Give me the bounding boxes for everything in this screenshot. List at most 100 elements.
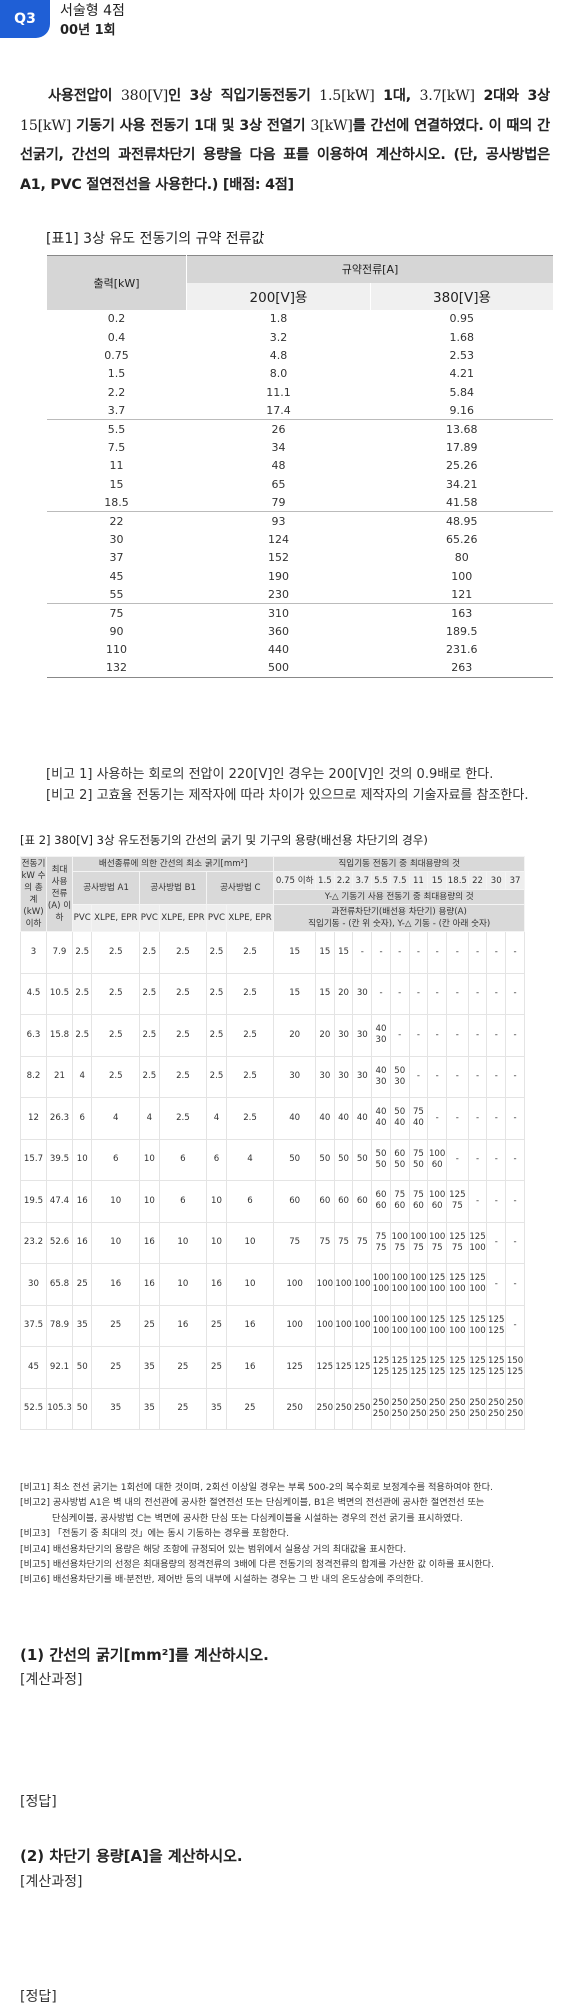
problem-text: 인 3상 직입기동전동기 [168,88,320,104]
breaker-star-value: 75 [451,1201,463,1212]
table2-row: 3 7.9 2.5 2.5 2.5 2.5 2.5 2.5 15 15 15- - - - - - - - - [20,931,525,974]
table2-breaker-cell: 20 [314,1014,335,1057]
table2-breaker-cell: 50 [352,1138,373,1181]
table1-row: 7.5 34 17.89 [47,438,554,456]
problem-value: 1.5[kW] [319,88,375,104]
breaker-direct-value: 250 [391,1397,408,1408]
breaker-direct-value: 30 [289,1071,301,1082]
table2-cell: 4 [206,1097,227,1140]
breaker-direct-value: 100 [428,1231,446,1242]
table2-kw-top: 3.7 [352,871,373,890]
table2-cell: 2.5 [91,931,141,974]
table2-breaker-cell: - [467,1138,488,1181]
breaker-direct-value: 250 [335,1403,352,1414]
table2-breaker-cell: - [467,1097,488,1140]
breaker-direct-value: 100 [335,1320,352,1331]
breaker-direct-value: 60 [375,1190,387,1201]
table2-cell: 16 [206,1263,227,1306]
table2-row: 30 65.8 25 16 16 10 16 10 100 100 100 100 100 100 100 1… [20,1263,525,1306]
table2-cell: 2.5 [158,972,208,1015]
table2-cell: 4 [225,1138,275,1181]
table1-cell: 79 [186,493,371,513]
table2-cell: 2.5 [91,972,141,1015]
table2-breaker-cell: - [486,1263,507,1306]
breaker-direct-value: 250 [488,1397,505,1408]
table2-breaker-cell: 75 [314,1221,335,1264]
table2-cell: 47.4 [46,1180,73,1223]
table2-breaker-cell: 40 30 [371,1055,391,1098]
table2-cell: 35 [71,1304,93,1347]
table2-cell: 10 [158,1263,208,1306]
table2-header-pvc: PVC [71,904,93,932]
table2-cell: 6 [158,1138,208,1181]
question-number-badge: Q3 [0,0,50,38]
table2-breaker-subtitle: 직입기동 - (칸 위 숫자), Y-△ 기동 - (칸 아래 숫자) [308,919,491,929]
table1-cell: 0.75 [104,348,129,362]
breaker-direct-value: 250 [449,1397,466,1408]
table1-cell: 5.84 [449,385,475,399]
table2-breaker-cell: 125 [273,1346,316,1389]
breaker-direct-value: 100 [391,1231,408,1242]
table1-cell: 0.95 [449,312,475,326]
table2-cell: 2.5 [158,1055,208,1098]
breaker-star-value: 100 [428,1325,446,1336]
breaker-direct-value: - [398,946,402,957]
breaker-direct-value: 250 [410,1397,427,1408]
table2-cell: 10 [225,1263,275,1306]
breaker-star-value: 100 [469,1242,486,1253]
table2-breaker-cell: 250 250 [505,1387,525,1430]
table2-breaker-cell: 30 [314,1055,335,1098]
breaker-star-value: 250 [506,1408,524,1419]
breaker-direct-value: - [494,1029,498,1040]
table2-breaker-cell: - [446,972,469,1015]
table2-cell: 105.3 [46,1387,73,1430]
table2-cell: 19.5 [20,1180,47,1223]
table2-breaker-cell: 125 125 [408,1346,429,1389]
table1-cell: 80 [454,551,469,565]
table2-breaker-cell: - [467,1014,488,1057]
table2-breaker-cell: - [371,931,391,974]
table1-header-output: 출력[kW] [46,255,187,310]
table2-breaker-cell: - [505,931,525,974]
breaker-direct-value: - [513,1320,517,1331]
table2-kw-top: 1.5 [314,871,335,890]
table2-breaker-cell: - [505,1138,525,1181]
table1-cell: 231.6 [446,643,478,657]
table1-cell: 41.58 [370,493,553,513]
breaker-direct-value: 20 [289,1029,301,1040]
table2-note: [비고1] 최소 전선 굵기는 1회선에 대한 것이며, 2회선 이상일 경우는… [20,1482,493,1493]
breaker-direct-value: 60 [289,1195,301,1206]
problem-value: 15[kW] [20,117,72,134]
table2-breaker-cell: 100 75 [408,1221,429,1264]
table2-kw-top: 22 [467,871,488,890]
breaker-direct-value: - [379,988,383,999]
table2-breaker-cell: 75 60 [408,1180,429,1223]
breaker-star-value: 250 [391,1408,408,1419]
breaker-direct-value: - [435,988,439,999]
table1-cell: 2.53 [449,348,475,362]
breaker-direct-value: 15 [289,988,301,999]
table2-cell: 16 [158,1304,208,1347]
table2-breaker-cell: 125 100 [446,1304,469,1347]
problem-text: 기동기 사용 전동기 1대 및 3상 전열기 [71,117,311,134]
breaker-direct-value: 100 [372,1273,390,1284]
table2-breaker-cell: - [408,1055,429,1098]
table2-breaker-cell: 250 250 [408,1387,429,1430]
table2-breaker-cell: - [408,931,429,974]
table2-breaker-cell: - [446,1055,469,1098]
breaker-star-value: 100 [410,1325,427,1336]
breaker-direct-value: 125 [469,1231,486,1242]
question-type: 서술형 4점 [60,3,125,19]
breaker-direct-value: - [416,1071,420,1082]
breaker-direct-value: 20 [319,1029,331,1040]
table2-breaker-cell: - [371,972,391,1015]
table1-cell: 17.89 [446,440,478,454]
table2-cell: 35 [91,1387,141,1430]
table2-breaker-cell: 100 100 [389,1304,410,1347]
table1-cell: 55 [46,585,187,605]
table2-cell: 6 [71,1097,93,1140]
table1-cell: 93 [271,514,286,528]
breaker-star-value: 125 [428,1367,446,1378]
breaker-star-value: 250 [488,1408,505,1419]
table2-breaker-cell: - [505,1055,525,1098]
